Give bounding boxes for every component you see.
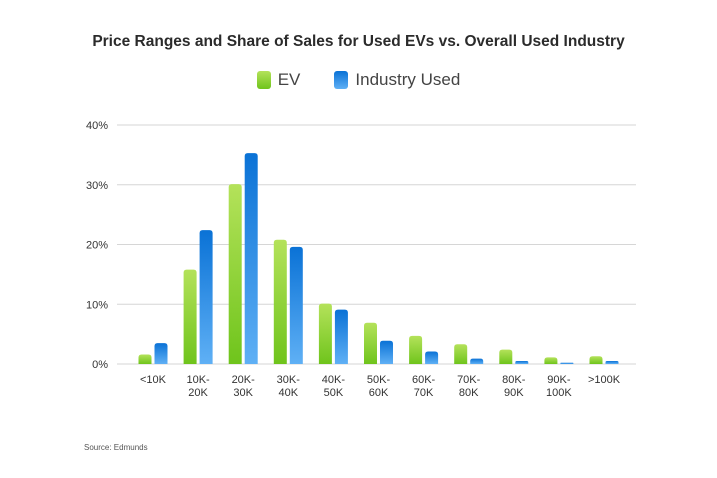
bar-ev-2	[228, 184, 242, 364]
x-tick-label: 100K	[546, 387, 572, 399]
x-tick-label: 70K	[414, 387, 434, 399]
bar-industry-2	[244, 153, 258, 364]
chart-legend: EV Industry Used	[0, 70, 717, 90]
x-tick-label: 30K	[233, 387, 253, 399]
bar-ev-1	[183, 269, 197, 364]
bar-industry-1	[199, 230, 213, 364]
x-tick-label: 30K-	[277, 374, 301, 386]
bar-ev-4	[318, 303, 332, 364]
source-note: Source: Edmunds	[84, 443, 148, 452]
legend-swatch-ev	[256, 71, 271, 89]
bar-ev-7	[454, 344, 468, 364]
x-tick-label: 20K	[188, 387, 208, 399]
x-tick-label: 80K-	[502, 374, 526, 386]
x-axis-labels: <10K 10K-20K 20K-30K 30K-40K 40K-50K 50K-60K 6…	[140, 374, 621, 399]
bar-ev-0	[138, 354, 152, 364]
x-tick-label: 50K	[324, 387, 344, 399]
bar-ev-6	[409, 335, 423, 364]
x-tick-label: 40K-	[322, 374, 346, 386]
x-tick-label: >100K	[588, 374, 621, 386]
x-tick-label: 90K	[504, 387, 524, 399]
bars	[138, 153, 619, 364]
x-tick-label: 70K-	[457, 374, 481, 386]
legend-item-industry: Industry Used	[334, 70, 460, 90]
bar-ev-3	[273, 239, 287, 364]
bar-industry-8	[515, 361, 529, 364]
x-tick-label: 90K-	[547, 374, 571, 386]
legend-swatch-industry	[334, 71, 349, 89]
bar-industry-0	[154, 343, 168, 364]
x-tick-label: 20K-	[232, 374, 256, 386]
bar-ev-10	[589, 356, 603, 364]
y-tick-label: 40%	[86, 120, 108, 132]
y-tick-label: 10%	[86, 299, 108, 311]
legend-item-ev: EV	[256, 70, 301, 90]
x-tick-label: 10K-	[186, 374, 210, 386]
bar-industry-7	[470, 358, 484, 364]
y-tick-label: 0%	[92, 359, 108, 371]
bar-ev-5	[364, 322, 377, 364]
y-axis-ticks: 0% 10% 20% 30% 40%	[86, 120, 108, 371]
x-tick-label: <10K	[140, 374, 167, 386]
legend-label-ev: EV	[277, 70, 301, 89]
y-tick-label: 20%	[86, 240, 108, 252]
bar-industry-4	[334, 309, 348, 364]
bar-industry-10	[605, 361, 619, 364]
x-tick-label: 60K	[369, 387, 389, 399]
bar-industry-6	[425, 351, 439, 364]
bar-industry-5	[380, 340, 393, 364]
x-tick-label: 40K	[279, 387, 299, 399]
x-tick-label: 50K-	[367, 374, 391, 386]
x-tick-label: 60K-	[412, 374, 436, 386]
y-tick-label: 30%	[86, 180, 108, 192]
chart-title: Price Ranges and Share of Sales for Used…	[92, 33, 625, 50]
x-tick-label: 80K	[459, 387, 479, 399]
bar-industry-3	[289, 246, 303, 364]
bar-ev-9	[544, 357, 558, 364]
bar-ev-8	[499, 349, 513, 364]
legend-label-industry: Industry Used	[355, 70, 461, 89]
bar-industry-9	[560, 362, 574, 364]
